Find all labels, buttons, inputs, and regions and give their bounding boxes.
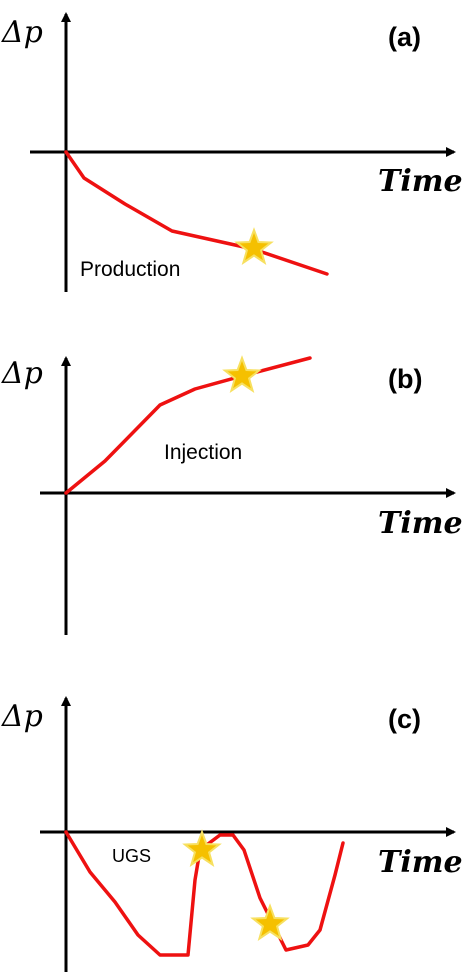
panel-tag: (c) — [388, 704, 421, 734]
panel-a: Δp Time (a) Production — [1, 12, 462, 292]
panel-tag: (b) — [388, 364, 422, 394]
x-axis-label: Time — [378, 164, 462, 199]
panel-tag: (a) — [388, 22, 421, 52]
pressure-curve — [64, 356, 312, 495]
annotation-injection: Injection — [164, 441, 242, 464]
annotation-production: Production — [80, 258, 180, 281]
y-axis-label: Δp — [1, 15, 43, 50]
star-marker-2 — [250, 903, 290, 941]
annotation-ugs: UGS — [112, 846, 151, 866]
star-marker — [222, 355, 262, 393]
panel-c: Δp Time (c) UGS — [1, 696, 462, 972]
pressure-curve — [64, 150, 329, 276]
y-axis-label: Δp — [1, 699, 43, 734]
star-marker — [234, 227, 274, 265]
y-axis-label: Δp — [1, 356, 43, 391]
x-axis-label: Time — [378, 845, 462, 880]
panel-b: Δp Time (b) Injection — [1, 355, 462, 635]
pressure-curve — [64, 830, 345, 957]
x-axis-label: Time — [378, 506, 462, 541]
star-marker-1 — [182, 829, 222, 867]
